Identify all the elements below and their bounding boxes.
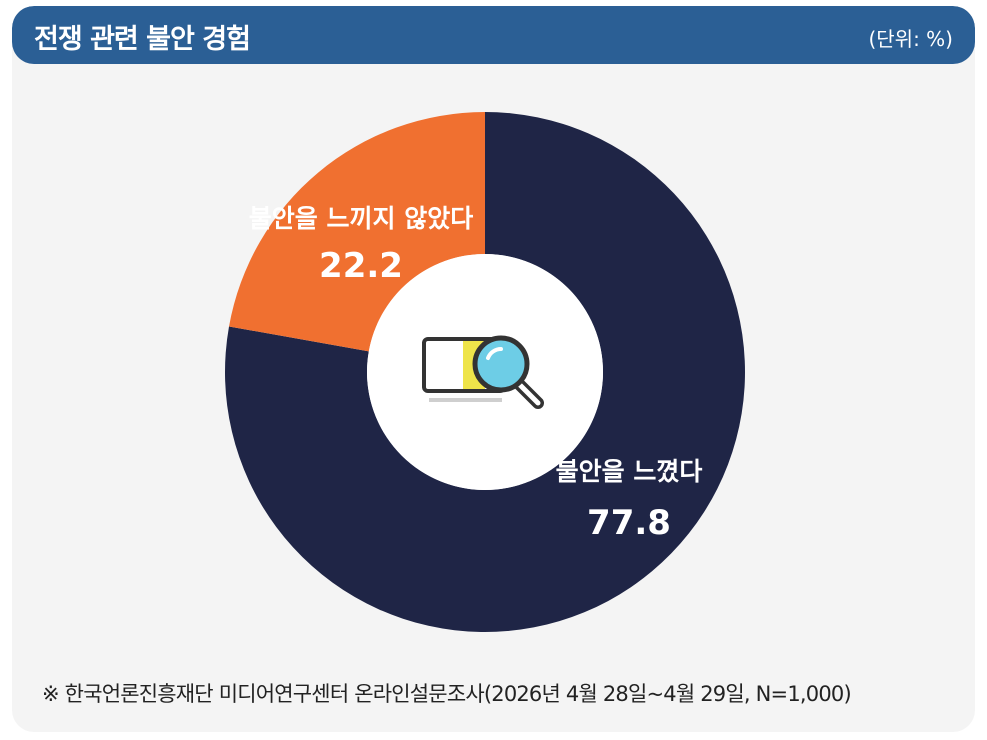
magnifier-icon	[422, 335, 544, 409]
slice-label-felt-anxious: 불안을 느꼈다	[556, 457, 703, 486]
chart-header: 전쟁 관련 불안 경험 (단위: %)	[12, 6, 975, 64]
donut-chart: 불안을 느꼈다 77.8 불안을 느끼지 않았다 22.2	[224, 112, 745, 632]
chart-title: 전쟁 관련 불안 경험	[34, 24, 251, 55]
slice-value-felt-anxious: 77.8	[587, 503, 671, 543]
slice-value-not-anxious: 22.2	[319, 246, 403, 286]
donut-slice-1	[229, 112, 485, 352]
slice-label-not-anxious: 불안을 느끼지 않았다	[249, 204, 473, 233]
unit-label: (단위: %)	[868, 27, 953, 51]
chart-card: 전쟁 관련 불안 경험 (단위: %) 불안을 느꼈다 77.8 불안을 느끼지…	[12, 6, 975, 732]
source-footnote: ※ 한국언론진흥재단 미디어연구센터 온라인설문조사(2026년 4월 28일~…	[42, 682, 852, 706]
donut-slice-0	[224, 112, 745, 632]
